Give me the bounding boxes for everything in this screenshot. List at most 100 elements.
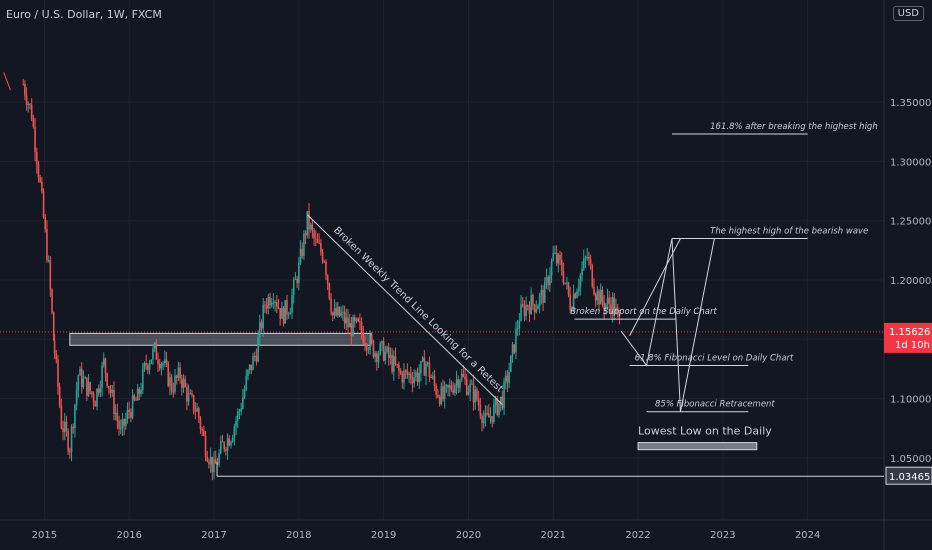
candle-body: [240, 408, 242, 412]
candle-body: [542, 289, 544, 303]
candle-body: [586, 256, 588, 258]
candle-body: [382, 341, 385, 361]
fib-85-label: 85% Fibonacci Retracement: [655, 400, 775, 410]
candle-body: [236, 411, 239, 421]
candle-body: [311, 224, 314, 231]
candle-body: [384, 351, 387, 361]
candle-body: [399, 370, 402, 374]
candle-body: [308, 211, 310, 230]
candle-body: [350, 323, 353, 337]
candle-body: [326, 275, 329, 284]
candle-body: [46, 229, 48, 261]
candle-body: [153, 342, 156, 349]
candle-body: [379, 343, 382, 355]
candle-body: [555, 252, 558, 264]
candle-body: [440, 386, 443, 405]
candle-body: [391, 355, 393, 372]
candle-body: [304, 233, 307, 236]
candle-body: [521, 304, 524, 306]
candle-body: [223, 442, 225, 450]
candle-body: [197, 408, 200, 419]
candle-body: [264, 304, 266, 306]
candle-body: [552, 252, 555, 261]
currency-button[interactable]: USD: [892, 6, 924, 21]
candle-body: [550, 260, 553, 276]
candle-body: [245, 376, 248, 390]
x-tick-label: 2024: [795, 530, 820, 541]
candle-body: [376, 353, 378, 362]
candle-body: [576, 291, 578, 298]
candle-body: [482, 418, 485, 424]
candle-body: [260, 322, 263, 329]
candle-body: [370, 335, 373, 341]
candle-body: [74, 404, 76, 429]
candle-body: [504, 375, 507, 382]
candle-body: [150, 359, 153, 364]
candle-body: [572, 293, 575, 310]
candle-body: [164, 359, 166, 364]
candle-body: [498, 403, 500, 415]
candle-body: [457, 379, 460, 388]
candle-body: [499, 396, 502, 404]
candle-body: [89, 382, 91, 392]
candle-body: [63, 421, 66, 433]
candle-body: [102, 358, 105, 366]
candle-body: [170, 377, 173, 392]
candle-body: [233, 426, 236, 438]
candle-body: [618, 311, 621, 318]
candle-body: [562, 270, 565, 284]
candle-body: [403, 370, 405, 383]
candle-body: [87, 382, 90, 396]
candle-body: [32, 119, 35, 127]
candle-body: [567, 282, 570, 295]
candle-body: [448, 385, 451, 388]
candle-body: [445, 385, 448, 387]
candle-body: [615, 307, 617, 314]
candle-body: [77, 375, 80, 391]
candle-body: [194, 411, 197, 413]
candle-body: [401, 373, 404, 383]
candle-body: [191, 393, 193, 396]
candle-body: [564, 282, 566, 284]
candle-body: [289, 312, 292, 315]
candle-body: [37, 164, 40, 178]
candle-body: [138, 388, 141, 394]
candle-body: [518, 320, 521, 329]
candle-body: [447, 385, 449, 388]
candle-body: [141, 368, 144, 391]
candle-body: [426, 362, 429, 364]
candle-body: [79, 368, 81, 376]
candle-body: [218, 452, 220, 465]
candle-body: [84, 377, 86, 379]
candle-body: [220, 441, 222, 453]
candle-body: [147, 364, 149, 370]
candle-body: [557, 254, 560, 264]
candle-body: [532, 295, 534, 305]
candle-body: [545, 277, 548, 282]
candle-body: [214, 459, 217, 464]
candle-body: [72, 426, 75, 429]
candle-body: [320, 243, 322, 253]
y-tick-label: 1.10000: [890, 395, 931, 406]
candle-body: [501, 396, 504, 409]
candle-body: [533, 304, 536, 313]
candle-body: [369, 335, 371, 350]
candle-body: [510, 355, 512, 372]
lowest-low-zone: [637, 442, 758, 451]
candle-body: [582, 258, 585, 269]
candle-body: [57, 359, 59, 387]
candle-body: [432, 376, 434, 378]
low-level-tag: [885, 466, 932, 485]
candle-body: [337, 306, 339, 316]
candle-body: [284, 300, 287, 324]
candle-body: [471, 383, 473, 385]
candle-body: [270, 302, 273, 306]
candle-body: [433, 376, 436, 386]
candle-body: [411, 379, 414, 384]
candle-body: [309, 224, 312, 230]
candle-body: [133, 395, 136, 400]
candle-body: [547, 277, 549, 286]
candle-body: [29, 103, 31, 105]
candle-body: [201, 428, 203, 431]
